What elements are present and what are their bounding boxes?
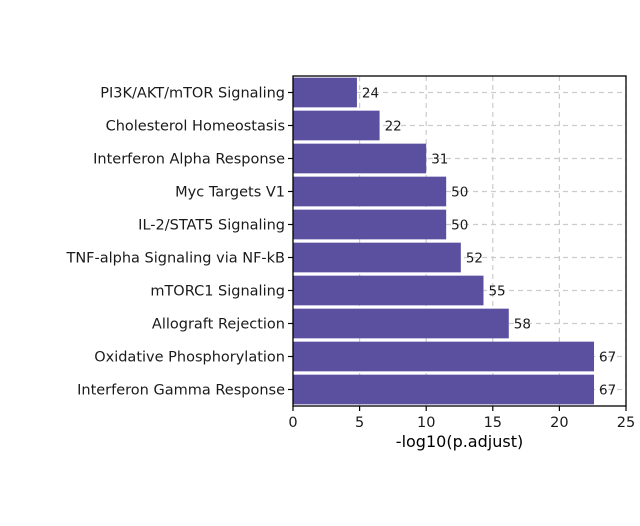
bar — [293, 176, 447, 207]
bar — [293, 275, 484, 306]
bar — [293, 374, 595, 405]
category-label: Allograft Rejection — [152, 317, 285, 333]
bar-data-label: 24 — [362, 86, 379, 102]
category-label: TNF-alpha Signaling via NF-kB — [65, 251, 285, 267]
bar-data-label: 50 — [451, 185, 468, 201]
bar-data-label: 22 — [385, 119, 402, 135]
category-label: Interferon Alpha Response — [93, 152, 285, 168]
category-label: PI3K/AKT/mTOR Signaling — [100, 86, 285, 102]
x-tick-label: 25 — [617, 415, 635, 431]
x-axis-title: -log10(p.adjust) — [396, 432, 523, 451]
bar-data-label: 55 — [488, 284, 505, 300]
bar-data-label: 58 — [514, 317, 531, 333]
bar-data-label: 52 — [466, 251, 483, 267]
data-labels: 24 22 31 50 50 52 55 58 67 67 — [362, 86, 616, 399]
x-axis-ticks: 0 5 10 15 20 25 — [288, 406, 635, 431]
category-label: mTORC1 Signaling — [150, 284, 285, 300]
category-label: IL-2/STAT5 Signaling — [138, 218, 285, 234]
x-tick-label: 5 — [355, 415, 364, 431]
bar-data-label: 50 — [451, 218, 468, 234]
category-label: Oxidative Phosphorylation — [94, 350, 285, 366]
bar — [293, 77, 357, 108]
bar-data-label: 67 — [599, 383, 616, 399]
bar-data-label: 67 — [599, 350, 616, 366]
plot-frame — [292, 75, 627, 407]
x-tick-label: 0 — [288, 415, 297, 431]
bar-data-label: 31 — [431, 152, 448, 168]
category-label: Myc Targets V1 — [175, 185, 285, 201]
bars — [293, 77, 595, 405]
bar — [293, 242, 461, 273]
x-tick-label: 10 — [417, 415, 435, 431]
x-tick-label: 20 — [550, 415, 568, 431]
bar — [293, 209, 447, 240]
category-labels: PI3K/AKT/mTOR Signaling Cholesterol Homeo… — [65, 86, 293, 399]
bar — [293, 341, 595, 372]
category-label: Cholesterol Homeostasis — [106, 119, 285, 135]
bar — [293, 143, 427, 174]
x-tick-label: 15 — [484, 415, 502, 431]
category-label: Interferon Gamma Response — [77, 383, 285, 399]
bar — [293, 110, 380, 141]
bar — [293, 308, 509, 339]
